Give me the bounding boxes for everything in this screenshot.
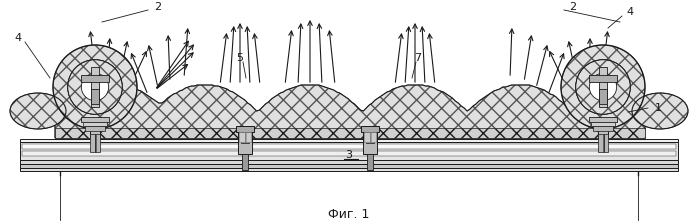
Bar xyxy=(91,67,99,107)
Bar xyxy=(83,122,107,126)
Ellipse shape xyxy=(68,60,122,114)
Bar xyxy=(239,132,251,142)
Bar xyxy=(91,89,99,104)
Text: 4: 4 xyxy=(15,33,22,43)
Bar xyxy=(364,132,376,142)
Bar xyxy=(591,122,615,126)
Bar xyxy=(599,89,607,104)
Text: 2: 2 xyxy=(154,2,161,12)
Bar xyxy=(20,164,678,168)
Ellipse shape xyxy=(561,45,645,129)
Bar xyxy=(589,117,617,122)
Bar xyxy=(20,139,678,142)
Bar xyxy=(238,132,252,154)
Bar xyxy=(20,142,678,160)
Ellipse shape xyxy=(10,93,66,129)
Bar xyxy=(20,160,678,164)
Bar xyxy=(598,124,608,139)
Bar xyxy=(90,134,100,152)
Bar xyxy=(599,67,607,107)
Bar xyxy=(236,126,254,132)
Ellipse shape xyxy=(68,60,122,114)
Bar xyxy=(20,168,678,171)
Text: 5: 5 xyxy=(237,53,244,63)
Bar xyxy=(90,124,100,139)
Bar xyxy=(363,132,377,154)
Ellipse shape xyxy=(576,60,630,114)
Bar xyxy=(242,154,248,170)
Bar xyxy=(361,126,379,132)
Text: Фиг. 1: Фиг. 1 xyxy=(328,209,370,221)
Bar xyxy=(22,144,676,149)
Text: 4: 4 xyxy=(626,7,634,17)
Ellipse shape xyxy=(632,93,688,129)
Bar xyxy=(22,151,676,156)
Text: 7: 7 xyxy=(415,53,422,63)
Polygon shape xyxy=(55,85,645,138)
Bar xyxy=(81,117,109,122)
Text: 3: 3 xyxy=(346,150,352,160)
Bar xyxy=(598,134,608,152)
Ellipse shape xyxy=(589,73,616,101)
Bar xyxy=(241,139,249,143)
Ellipse shape xyxy=(53,45,137,129)
Bar xyxy=(589,75,617,82)
Bar xyxy=(85,126,105,131)
Bar xyxy=(367,154,373,170)
Bar xyxy=(366,139,374,143)
Text: 1: 1 xyxy=(655,103,662,113)
Ellipse shape xyxy=(82,73,109,101)
Bar xyxy=(593,126,613,131)
Ellipse shape xyxy=(576,60,630,114)
Text: 2: 2 xyxy=(570,2,577,12)
Bar xyxy=(55,128,645,138)
Bar xyxy=(81,75,109,82)
